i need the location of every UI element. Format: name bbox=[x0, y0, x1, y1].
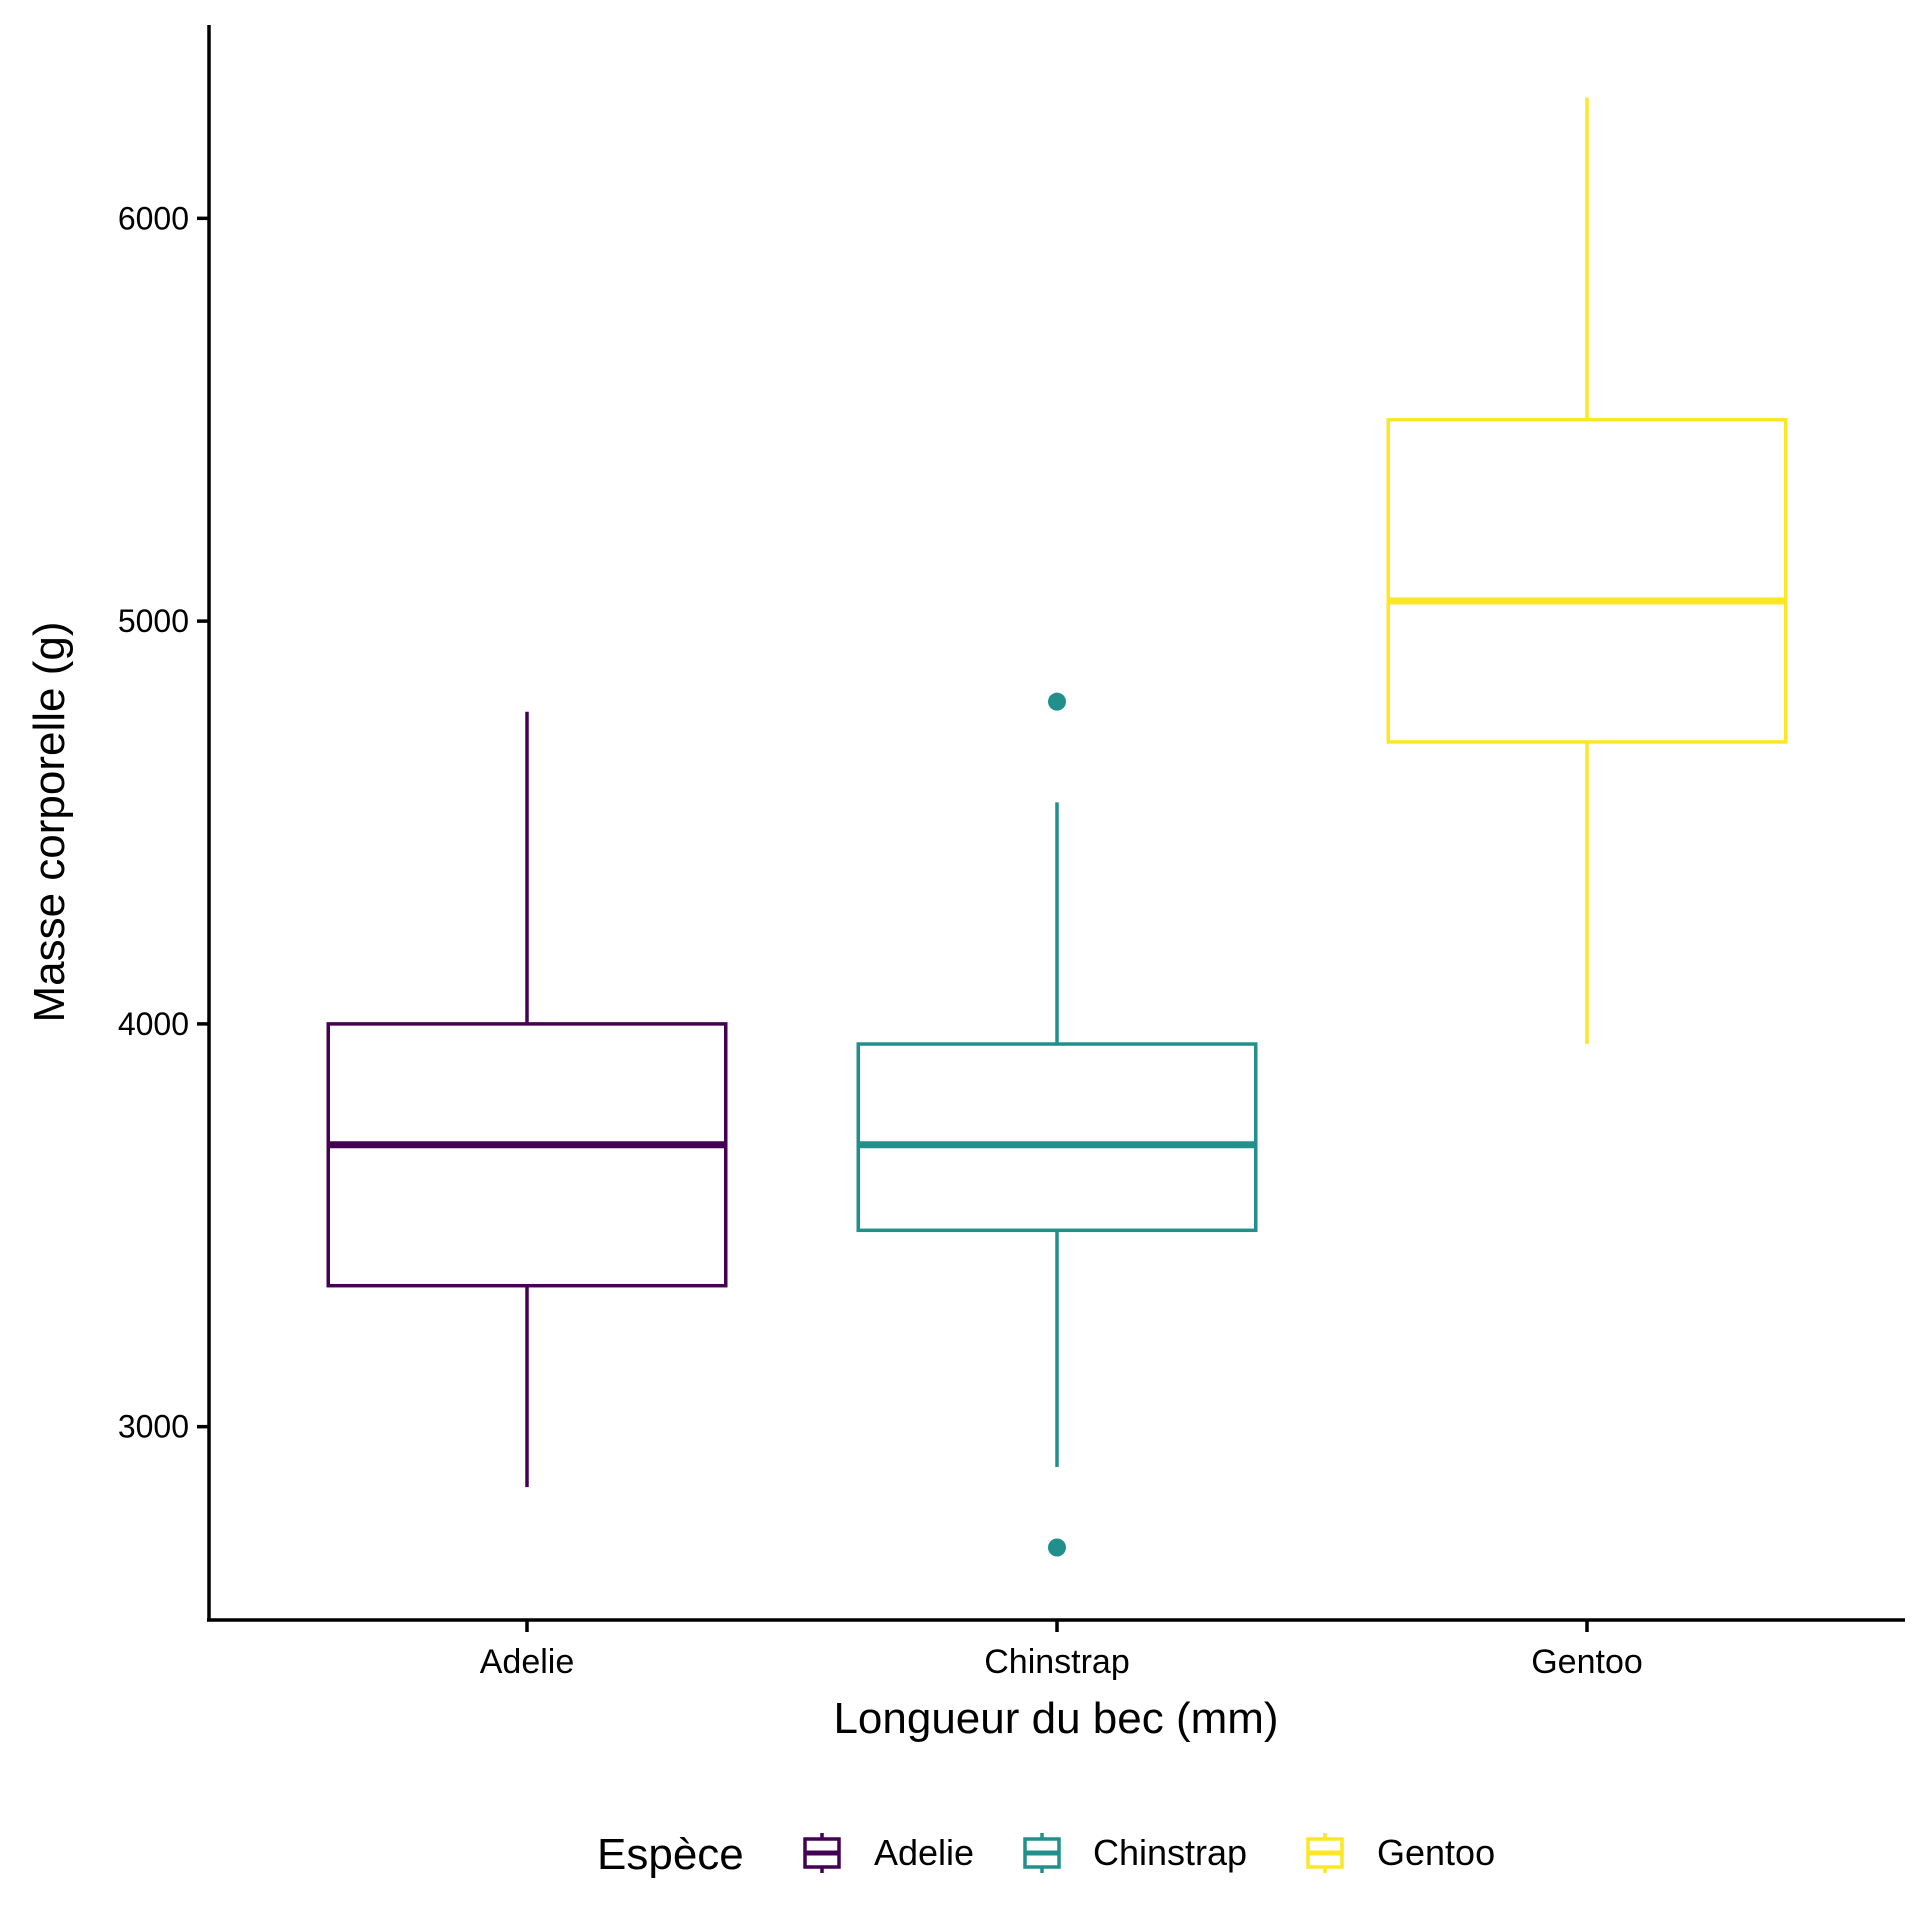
y-tick-label: 3000 bbox=[118, 1409, 189, 1445]
y-axis-title: Masse corporelle (g) bbox=[25, 621, 74, 1022]
legend-title: Espèce bbox=[597, 1830, 744, 1879]
legend-item-adelie: Adelie bbox=[803, 1832, 974, 1873]
iqr-box bbox=[1386, 417, 1788, 744]
legend-label: Gentoo bbox=[1377, 1832, 1495, 1873]
box-gentoo bbox=[1386, 97, 1788, 1045]
legend-label: Adelie bbox=[874, 1832, 974, 1873]
x-tick-label: Adelie bbox=[480, 1643, 575, 1681]
y-tick-label: 4000 bbox=[118, 1006, 189, 1042]
y-tick-label: 5000 bbox=[118, 603, 189, 639]
box-adelie bbox=[326, 711, 728, 1488]
y-ticks: 3000 4000 5000 6000 bbox=[118, 200, 209, 1445]
outlier-point bbox=[1048, 692, 1066, 711]
y-tick-label: 6000 bbox=[118, 200, 189, 236]
legend-item-gentoo: Gentoo bbox=[1306, 1832, 1495, 1873]
plot-marks bbox=[326, 97, 1788, 1557]
iqr-box bbox=[856, 1042, 1258, 1233]
x-tick-label: Chinstrap bbox=[984, 1643, 1130, 1681]
x-axis-title: Longueur du bec (mm) bbox=[833, 1694, 1278, 1743]
legend-item-chinstrap: Chinstrap bbox=[1023, 1832, 1247, 1873]
legend: Espèce Adelie Chinstrap Gentoo bbox=[597, 1830, 1495, 1879]
x-ticks: Adelie Chinstrap Gentoo bbox=[480, 1620, 1643, 1681]
outlier-point bbox=[1048, 1538, 1066, 1557]
x-tick-label: Gentoo bbox=[1531, 1643, 1643, 1681]
legend-label: Chinstrap bbox=[1093, 1832, 1247, 1873]
box-chinstrap bbox=[856, 692, 1258, 1557]
iqr-box bbox=[326, 1022, 728, 1288]
